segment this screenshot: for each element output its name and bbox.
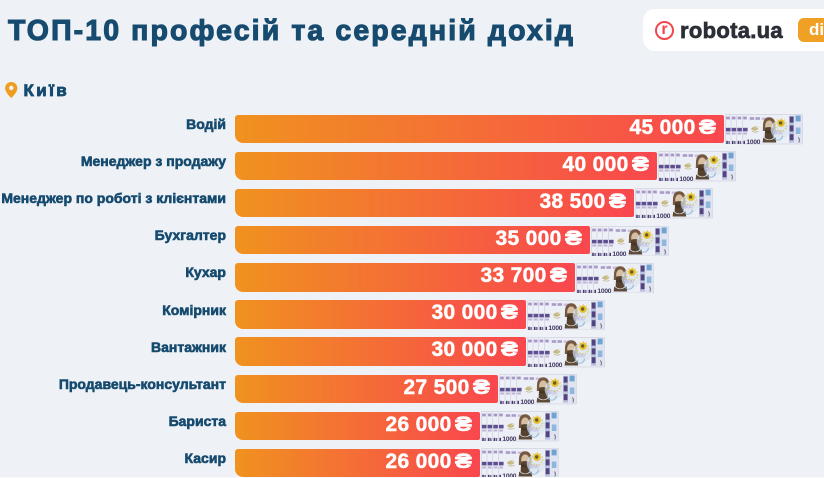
svg-text:1000: 1000 <box>528 465 539 471</box>
svg-text:1000: 1000 <box>597 288 611 294</box>
svg-text:1000: 1000 <box>574 316 585 322</box>
svg-text:1000: 1000 <box>772 131 783 137</box>
svg-text:1000: 1000 <box>679 176 693 182</box>
svg-text:1000: 1000 <box>502 473 516 478</box>
svg-text:1000: 1000 <box>746 139 760 145</box>
svg-text:1000: 1000 <box>682 205 693 211</box>
svg-text:1000: 1000 <box>638 242 649 248</box>
svg-text:1000: 1000 <box>548 362 562 368</box>
svg-text:1000: 1000 <box>520 399 534 405</box>
svg-text:1000: 1000 <box>548 325 562 331</box>
svg-text:1000: 1000 <box>705 168 716 174</box>
svg-text:1000: 1000 <box>612 251 626 257</box>
svg-text:1000: 1000 <box>656 213 670 219</box>
svg-text:1000: 1000 <box>502 436 516 442</box>
svg-text:1000: 1000 <box>546 391 557 397</box>
svg-text:1000: 1000 <box>574 354 585 360</box>
svg-text:1000: 1000 <box>528 428 539 434</box>
svg-text:1000: 1000 <box>623 279 634 285</box>
